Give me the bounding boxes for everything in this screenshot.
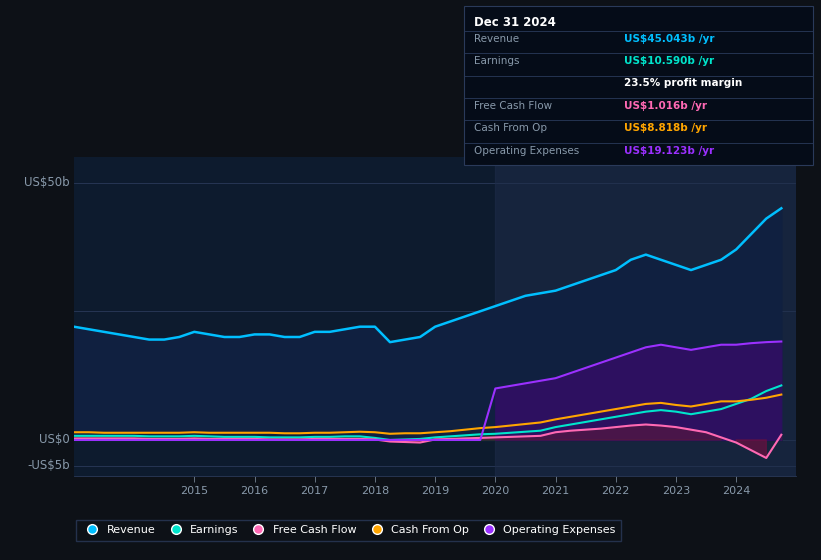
Text: Cash From Op: Cash From Op (474, 123, 547, 133)
Text: Earnings: Earnings (474, 56, 519, 66)
Text: US$1.016b /yr: US$1.016b /yr (624, 101, 707, 111)
Text: US$50b: US$50b (24, 176, 70, 189)
Text: Dec 31 2024: Dec 31 2024 (474, 16, 556, 29)
Text: US$0: US$0 (39, 433, 70, 446)
Text: -US$5b: -US$5b (27, 459, 70, 472)
Text: US$10.590b /yr: US$10.590b /yr (624, 56, 714, 66)
Text: US$8.818b /yr: US$8.818b /yr (624, 123, 707, 133)
Bar (495, 157, 796, 476)
Text: US$19.123b /yr: US$19.123b /yr (624, 146, 714, 156)
Legend: Revenue, Earnings, Free Cash Flow, Cash From Op, Operating Expenses: Revenue, Earnings, Free Cash Flow, Cash … (76, 520, 621, 540)
Text: Operating Expenses: Operating Expenses (474, 146, 579, 156)
Text: Revenue: Revenue (474, 34, 519, 44)
Text: US$45.043b /yr: US$45.043b /yr (624, 34, 714, 44)
Text: 23.5% profit margin: 23.5% profit margin (624, 78, 742, 88)
Text: Free Cash Flow: Free Cash Flow (474, 101, 552, 111)
